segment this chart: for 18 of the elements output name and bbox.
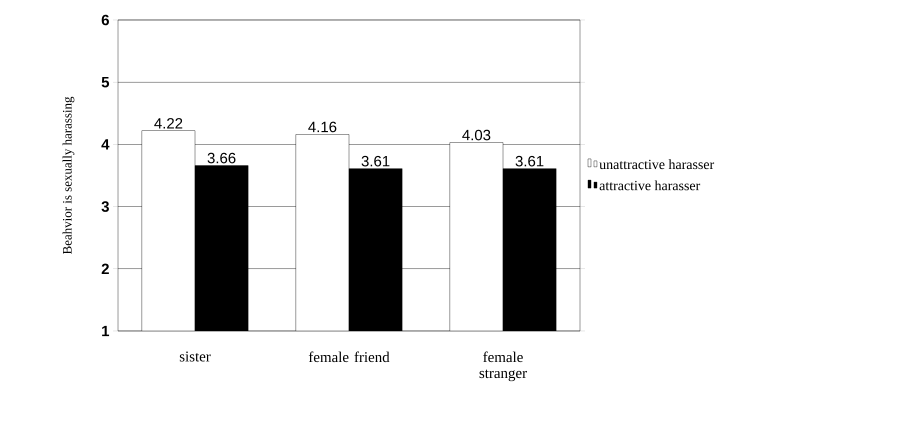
data-label: 4.22 xyxy=(154,118,182,128)
x-tick-label: female friend xyxy=(308,352,390,362)
legend-label: unattractive harasser xyxy=(599,159,714,170)
y-axis-title: Beahvior is sexually harassing xyxy=(62,96,74,254)
data-label: 3.61 xyxy=(362,156,390,166)
y-tick-label: 3 xyxy=(102,201,109,212)
x-tick-label: female stranger xyxy=(480,352,527,382)
data-label: 3.66 xyxy=(208,152,236,164)
x-tick-label: sister xyxy=(180,352,211,362)
data-label: 4.03 xyxy=(462,130,490,140)
y-tick-label: 6 xyxy=(102,14,109,26)
data-label: 3.61 xyxy=(516,156,544,166)
y-tick-label: 1 xyxy=(102,326,110,336)
y-tick-label: 4 xyxy=(101,139,110,150)
y-tick-label: 2 xyxy=(102,264,109,274)
y-tick-label: 5 xyxy=(102,76,110,88)
data-label: 4.16 xyxy=(308,122,336,132)
legend-label: attractive harasser xyxy=(600,180,700,190)
